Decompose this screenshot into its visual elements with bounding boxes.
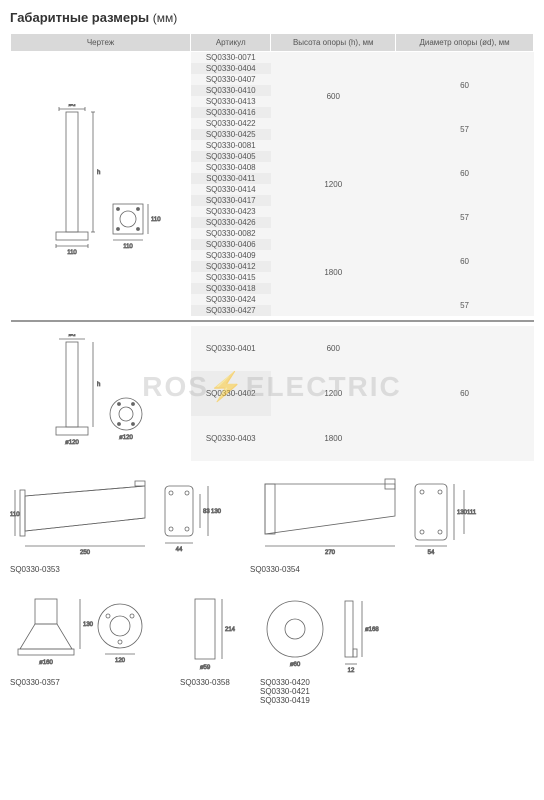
svg-text:h: h <box>97 382 100 388</box>
svg-text:54: 54 <box>428 550 435 556</box>
svg-text:ø120: ø120 <box>119 435 133 441</box>
article-cell: SQ0330-0402 <box>191 371 271 416</box>
height-cell: 1200 <box>271 140 396 228</box>
diameter-cell: 57 <box>396 206 534 228</box>
svg-text:110: 110 <box>67 250 77 256</box>
svg-text:130: 130 <box>211 509 222 515</box>
pole1-drawing: ød h 110 110 110 <box>41 104 161 264</box>
bottom-drawing-item: 110 250 83 130 44 SQ0330-0353 <box>10 476 230 574</box>
article-cell: SQ0330-0071 <box>191 52 271 64</box>
article-cell: SQ0330-0410 <box>191 85 271 96</box>
article-cell: SQ0330-0413 <box>191 96 271 107</box>
diameter-cell: 57 <box>396 294 534 316</box>
diameter-cell: 60 <box>396 52 534 119</box>
article-cell: SQ0330-0415 <box>191 272 271 283</box>
article-cell: SQ0330-0414 <box>191 184 271 195</box>
diameter-cell: 60 <box>396 326 534 461</box>
bottom-drawing-item: 270 130 111 54 SQ0330-0354 <box>250 476 490 574</box>
article-cell: SQ0330-0405 <box>191 151 271 162</box>
col-diameter: Диаметр опоры (ød), мм <box>396 34 534 52</box>
height-cell: 1800 <box>271 228 396 316</box>
article-cell: SQ0330-0082 <box>191 228 271 239</box>
article-cell: SQ0330-0425 <box>191 129 271 140</box>
page-title: Габаритные размеры (мм) <box>10 10 534 25</box>
height-cell: 1800 <box>271 416 396 461</box>
article-cell: SQ0330-0422 <box>191 118 271 129</box>
svg-text:ø60: ø60 <box>290 662 301 668</box>
svg-text:ød: ød <box>68 334 75 338</box>
svg-text:h: h <box>97 170 100 176</box>
svg-text:ø59: ø59 <box>200 665 211 671</box>
article-cell: SQ0330-0412 <box>191 261 271 272</box>
svg-text:270: 270 <box>325 550 336 556</box>
svg-text:110: 110 <box>123 244 133 250</box>
svg-text:214: 214 <box>225 627 236 633</box>
svg-text:ø120: ø120 <box>65 440 79 446</box>
article-cell: SQ0330-0427 <box>191 305 271 316</box>
col-article: Артикул <box>191 34 271 52</box>
svg-text:250: 250 <box>80 550 91 556</box>
table-row: ød h 110 110 110 SQ0330-007160060 <box>11 52 534 64</box>
bottom-drawings: 110 250 83 130 44 SQ0330-0353 270 130 11… <box>10 476 534 715</box>
article-cell: SQ0330-0408 <box>191 162 271 173</box>
article-cell: SQ0330-0407 <box>191 74 271 85</box>
col-height: Высота опоры (h), мм <box>271 34 396 52</box>
svg-text:120: 120 <box>115 658 126 664</box>
article-cell: SQ0330-0404 <box>191 63 271 74</box>
svg-text:12: 12 <box>348 668 355 674</box>
dimensions-table: Чертеж Артикул Высота опоры (h), мм Диам… <box>10 33 534 461</box>
height-cell: 600 <box>271 326 396 371</box>
height-cell: 1200 <box>271 371 396 416</box>
drawing-cell: ød h ø120 ø120 <box>11 326 191 461</box>
table-row: ød h ø120 ø120 SQ0330-040160060 <box>11 326 534 371</box>
height-cell: 600 <box>271 52 396 141</box>
article-cell: SQ0330-0401 <box>191 326 271 371</box>
drawing-cell: ød h 110 110 110 <box>11 52 191 317</box>
diameter-cell: 60 <box>396 140 534 206</box>
pole2-drawing: ød h ø120 ø120 <box>41 334 161 454</box>
article-cell: SQ0330-0081 <box>191 140 271 151</box>
article-cell: SQ0330-0411 <box>191 173 271 184</box>
svg-text:83: 83 <box>203 509 210 515</box>
svg-text:ød: ød <box>68 104 75 108</box>
unit-text: (мм) <box>153 11 178 25</box>
svg-text:110: 110 <box>10 512 20 518</box>
article-cell: SQ0330-0417 <box>191 195 271 206</box>
diameter-cell: 57 <box>396 118 534 140</box>
svg-text:ø160: ø160 <box>39 660 53 666</box>
svg-text:130: 130 <box>83 622 94 628</box>
article-cell: SQ0330-0409 <box>191 250 271 261</box>
svg-text:111: 111 <box>467 510 477 516</box>
svg-text:44: 44 <box>176 547 183 553</box>
title-text: Габаритные размеры <box>10 10 149 25</box>
bottom-label: SQ0330-0357 <box>10 678 160 687</box>
article-cell: SQ0330-0426 <box>191 217 271 228</box>
article-cell: SQ0330-0403 <box>191 416 271 461</box>
bottom-label: SQ0330-0420SQ0330-0421SQ0330-0419 <box>260 678 390 705</box>
svg-text:110: 110 <box>151 217 161 223</box>
article-cell: SQ0330-0418 <box>191 283 271 294</box>
bottom-label: SQ0330-0358 <box>180 678 240 687</box>
bottom-drawing-item: ø60 ø168 12 SQ0330-0420SQ0330-0421SQ0330… <box>260 594 390 705</box>
col-drawing: Чертеж <box>11 34 191 52</box>
article-cell: SQ0330-0423 <box>191 206 271 217</box>
bottom-label: SQ0330-0353 <box>10 565 230 574</box>
article-cell: SQ0330-0416 <box>191 107 271 118</box>
diameter-cell: 60 <box>396 228 534 294</box>
bottom-drawing-item: 130 ø160 120 SQ0330-0357 <box>10 594 160 705</box>
svg-text:ø168: ø168 <box>365 627 379 633</box>
bottom-drawing-item: 214 ø59 SQ0330-0358 <box>180 594 240 705</box>
article-cell: SQ0330-0406 <box>191 239 271 250</box>
bottom-label: SQ0330-0354 <box>250 565 490 574</box>
article-cell: SQ0330-0424 <box>191 294 271 305</box>
